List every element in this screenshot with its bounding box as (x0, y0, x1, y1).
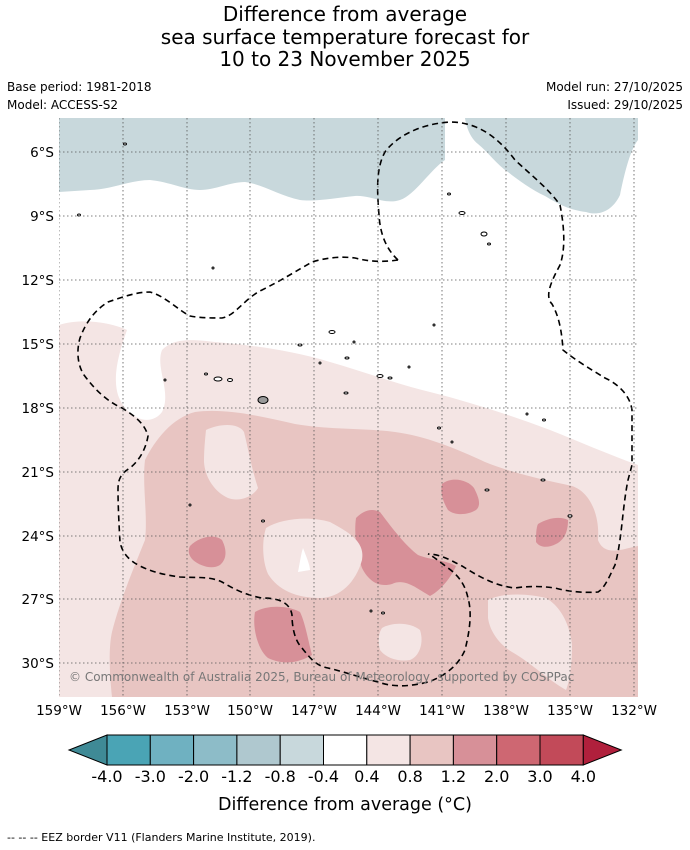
lon-label: 147°W (291, 703, 337, 719)
colorbar-swatch (366, 734, 411, 766)
issued-date: Issued: 29/10/2025 (567, 97, 683, 112)
colorbar-swatch (409, 734, 454, 766)
map-title: Difference from average sea surface temp… (0, 3, 690, 71)
warm-patch-light-southwest (66, 594, 100, 618)
lat-label: 6°S (30, 145, 54, 161)
meta-right: Model run: 27/10/2025 Issued: 29/10/2025 (546, 80, 683, 115)
lon-label: 156°W (100, 703, 146, 719)
warm-anomaly-region-strong-far-east (536, 517, 568, 547)
lat-label: 21°S (22, 465, 55, 481)
colorbar-tick-label: -2.0 (178, 767, 209, 786)
warm-patch-light-center (263, 518, 363, 598)
map-area: © Commonwealth of Australia 2025, Bureau… (59, 118, 638, 697)
colorbar-tick-label: -1.2 (221, 767, 252, 786)
warm-anomaly-region-strong-south (254, 606, 312, 663)
lon-label: 135°W (547, 703, 593, 719)
colorbar-swatch (539, 734, 584, 766)
colorbar-tick-label: 4.0 (571, 767, 596, 786)
warm-patch-light-west (204, 425, 258, 500)
colorbar-swatch (452, 734, 498, 766)
warm-anomaly-region-strong-west (188, 536, 226, 568)
warm-anomaly-region-strong-east (441, 479, 480, 515)
graticule (59, 118, 638, 697)
title-line-2: sea surface temperature forecast for (160, 24, 530, 49)
lat-label: 18°S (22, 401, 55, 417)
latitude-labels: 6°S 9°S 12°S 15°S 18°S 21°S 24°S 27°S 30… (22, 145, 55, 672)
islands (77, 142, 573, 615)
colorbar-tick-label: -3.0 (135, 767, 166, 786)
colorbar-tick-label: -0.4 (308, 767, 339, 786)
lat-label: 24°S (22, 529, 55, 545)
lon-label: 132°W (611, 703, 657, 719)
colorbar-tick-label: -4.0 (91, 767, 122, 786)
colorbar-extend-high (582, 734, 623, 766)
longitude-labels: 159°W 156°W 153°W 150°W 147°W 144°W 141°… (36, 703, 657, 719)
colorbar: -4.0 -3.0 -2.0 -1.2 -0.8 -0.4 0.4 0.8 1.2 2.0 3.0 4… (67, 734, 623, 786)
neutral-patch-center (298, 548, 310, 572)
base-period: Base period: 1981-2018 (7, 80, 152, 94)
lon-label: 150°W (227, 703, 273, 719)
colorbar-swatch (323, 734, 368, 766)
cool-anomaly-region-west (59, 118, 445, 202)
lon-label: 153°W (164, 703, 210, 719)
eez-legend: -- -- -- EEZ border V11 (Flanders Marine… (7, 831, 316, 844)
model-name: Model: ACCESS-S2 (7, 97, 119, 112)
colorbar-tick-label: 2.0 (484, 767, 509, 786)
warm-patch-light-east (488, 594, 572, 690)
lon-label: 159°W (36, 703, 82, 719)
lat-label: 9°S (30, 209, 54, 225)
colorbar-swatch (106, 734, 151, 766)
lon-label: 138°W (483, 703, 529, 719)
lat-label: 30°S (22, 656, 55, 672)
lon-label: 141°W (419, 703, 465, 719)
colorbar-swatch (496, 734, 541, 766)
title-line-1: Difference from average (222, 2, 468, 26)
colorbar-extend-low (67, 734, 108, 766)
copyright-notice: © Commonwealth of Australia 2025, Bureau… (69, 670, 574, 684)
meta-left: Base period: 1981-2018 Model: ACCESS-S2 (7, 80, 152, 115)
eez-border-kiribati-line-islands (376, 121, 633, 594)
colorbar-swatch (149, 734, 195, 766)
warm-anomaly-region-strong-center (355, 510, 456, 596)
colorbar-swatch (279, 734, 325, 766)
cool-anomaly-region-east (465, 118, 638, 214)
colorbar-tick-label: 3.0 (527, 767, 552, 786)
colorbar-tick-label: -0.8 (265, 767, 296, 786)
colorbar-swatch (193, 734, 238, 766)
colorbar-tick-label: 0.4 (354, 767, 379, 786)
lon-label: 144°W (355, 703, 401, 719)
colorbar-title: Difference from average (°C) (218, 795, 472, 815)
colorbar-swatch (236, 734, 281, 766)
lat-label: 15°S (22, 337, 55, 353)
model-run: Model run: 27/10/2025 (545, 80, 683, 94)
warm-patch-light-south (378, 623, 422, 661)
title-line-3: 10 to 23 November 2025 (219, 47, 471, 71)
colorbar-tick-label: 1.2 (441, 767, 466, 786)
lat-label: 12°S (22, 273, 55, 289)
lat-label: 27°S (22, 592, 55, 608)
eez-border-french-polynesia (77, 256, 471, 687)
colorbar-tick-label: 0.8 (397, 767, 422, 786)
warm-patch-light-southwest-edge (59, 472, 90, 556)
